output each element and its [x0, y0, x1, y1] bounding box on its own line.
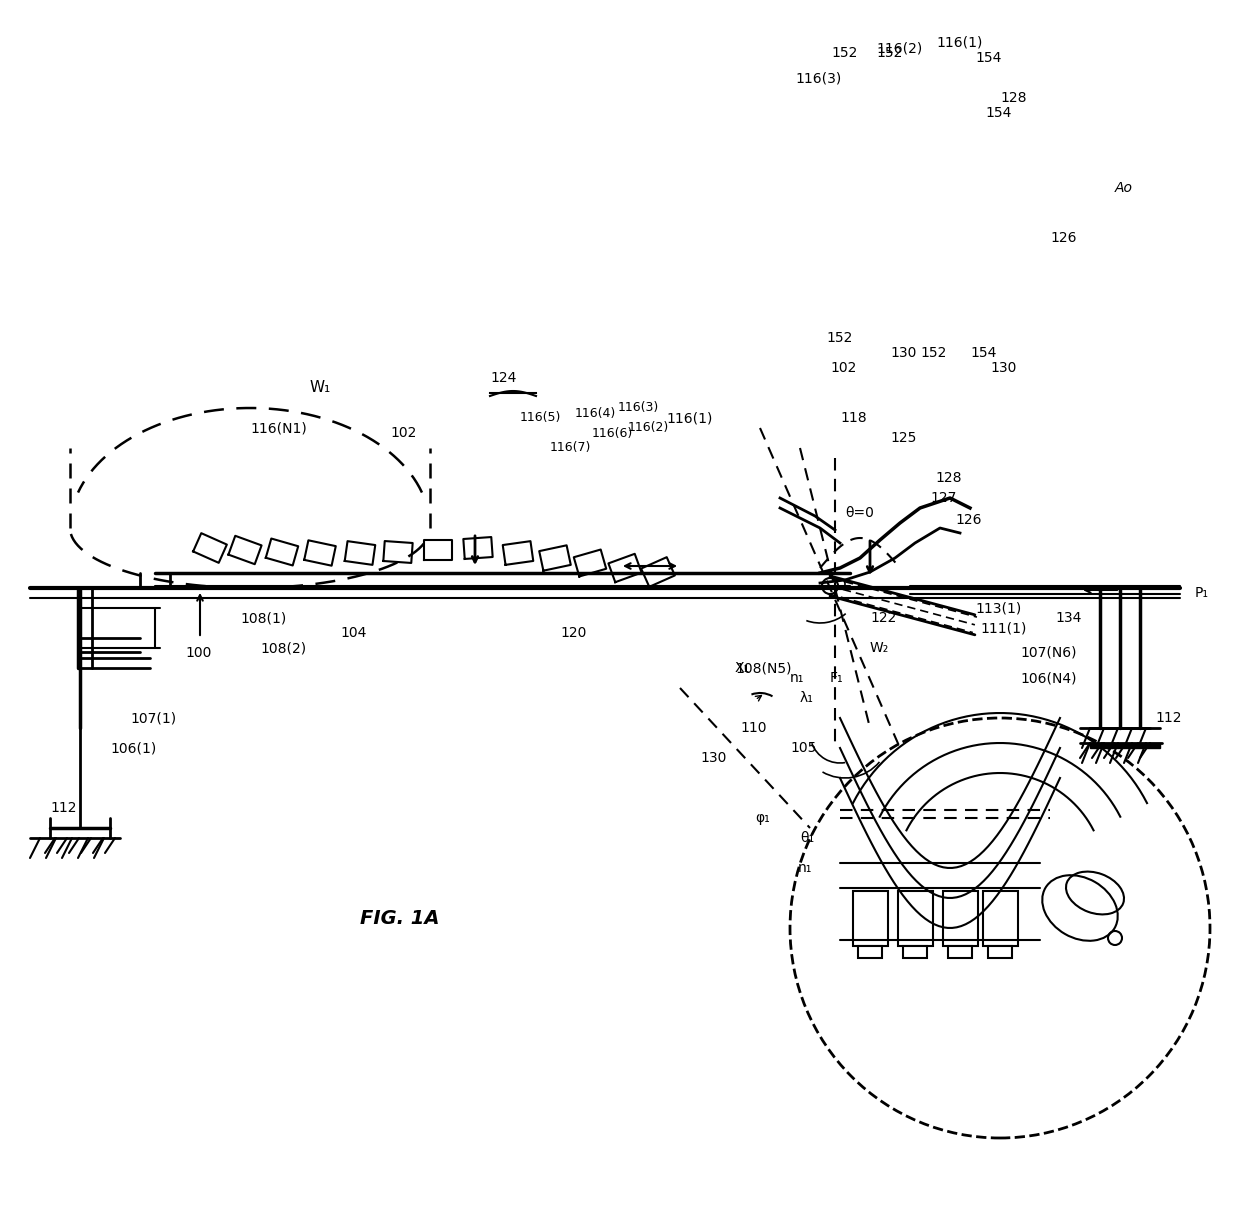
Text: 102: 102 [830, 361, 857, 374]
Text: 106(N4): 106(N4) [1021, 670, 1076, 685]
Text: n₁: n₁ [797, 861, 812, 875]
Text: 127: 127 [930, 490, 956, 505]
Text: 130: 130 [890, 345, 916, 360]
Polygon shape [228, 536, 262, 564]
Bar [942, 890, 977, 946]
Text: F₁: F₁ [830, 670, 843, 685]
Text: 134: 134 [1055, 611, 1081, 625]
Bar [949, 946, 972, 958]
Polygon shape [464, 538, 492, 559]
Text: W₁: W₁ [309, 381, 331, 395]
Polygon shape [265, 539, 298, 565]
Text: 120: 120 [560, 626, 587, 640]
Text: 116(7): 116(7) [549, 441, 590, 454]
Text: 116(3): 116(3) [795, 71, 841, 85]
Polygon shape [609, 553, 641, 582]
Polygon shape [193, 533, 227, 563]
Text: 130: 130 [701, 751, 727, 765]
Text: θ=0: θ=0 [844, 506, 874, 519]
Text: φ₁: φ₁ [755, 811, 770, 825]
Bar [1090, 743, 1159, 748]
Text: 128: 128 [999, 91, 1027, 105]
Text: X₁: X₁ [735, 661, 750, 675]
Text: 110: 110 [740, 721, 766, 734]
Text: 152: 152 [877, 46, 903, 60]
Polygon shape [424, 540, 453, 561]
Text: 108(1): 108(1) [241, 611, 286, 625]
Polygon shape [383, 541, 413, 563]
Polygon shape [502, 541, 533, 565]
Text: FIG. 1A: FIG. 1A [361, 908, 440, 928]
Text: 116(1): 116(1) [667, 411, 713, 425]
Text: 112: 112 [50, 801, 77, 815]
Bar [903, 946, 926, 958]
Text: 105: 105 [790, 741, 816, 755]
Text: 116(5): 116(5) [520, 412, 560, 424]
Text: 106(1): 106(1) [110, 741, 156, 755]
Text: 116(6): 116(6) [591, 426, 632, 440]
Text: 118: 118 [839, 411, 867, 425]
Text: 108(N5): 108(N5) [735, 661, 791, 675]
Text: 152: 152 [827, 331, 853, 345]
Bar [853, 890, 888, 946]
Bar [898, 890, 932, 946]
Text: 154: 154 [970, 345, 997, 360]
Text: 124: 124 [490, 371, 516, 385]
Text: 100: 100 [185, 646, 211, 660]
Text: 111(1): 111(1) [980, 621, 1027, 635]
Text: 152: 152 [832, 46, 858, 60]
Text: 125: 125 [890, 431, 916, 445]
Text: 154: 154 [975, 51, 1002, 65]
Text: 116(2): 116(2) [627, 422, 668, 435]
Text: 116(1): 116(1) [936, 36, 983, 50]
Text: 130: 130 [990, 361, 1017, 374]
Text: 128: 128 [935, 471, 961, 484]
Text: θ₁: θ₁ [800, 831, 815, 846]
Text: 122: 122 [870, 611, 897, 625]
Polygon shape [641, 557, 675, 587]
Bar [988, 946, 1012, 958]
Text: 154: 154 [985, 106, 1012, 120]
Text: 116(2): 116(2) [877, 41, 923, 56]
Polygon shape [539, 545, 570, 570]
Text: 116(4): 116(4) [574, 407, 615, 419]
Bar [982, 890, 1018, 946]
Polygon shape [304, 540, 336, 565]
Text: 126: 126 [1050, 231, 1076, 245]
Text: 126: 126 [955, 513, 982, 527]
Text: 116(3): 116(3) [618, 401, 658, 414]
Text: λ₁: λ₁ [800, 691, 813, 705]
Text: 107(N6): 107(N6) [1021, 646, 1076, 660]
Text: 102: 102 [391, 426, 417, 440]
Text: 112: 112 [1154, 712, 1182, 725]
Text: 116(N1): 116(N1) [250, 422, 306, 435]
Text: W₂: W₂ [870, 641, 889, 655]
Text: 108(2): 108(2) [260, 641, 306, 655]
Text: P₁: P₁ [1195, 586, 1209, 600]
Text: 107(1): 107(1) [130, 712, 176, 725]
Polygon shape [345, 541, 376, 565]
Polygon shape [574, 550, 606, 576]
Text: Ao: Ao [1115, 181, 1133, 194]
Text: 152: 152 [920, 345, 946, 360]
Text: 104: 104 [340, 626, 366, 640]
Text: n₁: n₁ [790, 670, 805, 685]
Text: 113(1): 113(1) [975, 602, 1022, 615]
Bar [858, 946, 882, 958]
